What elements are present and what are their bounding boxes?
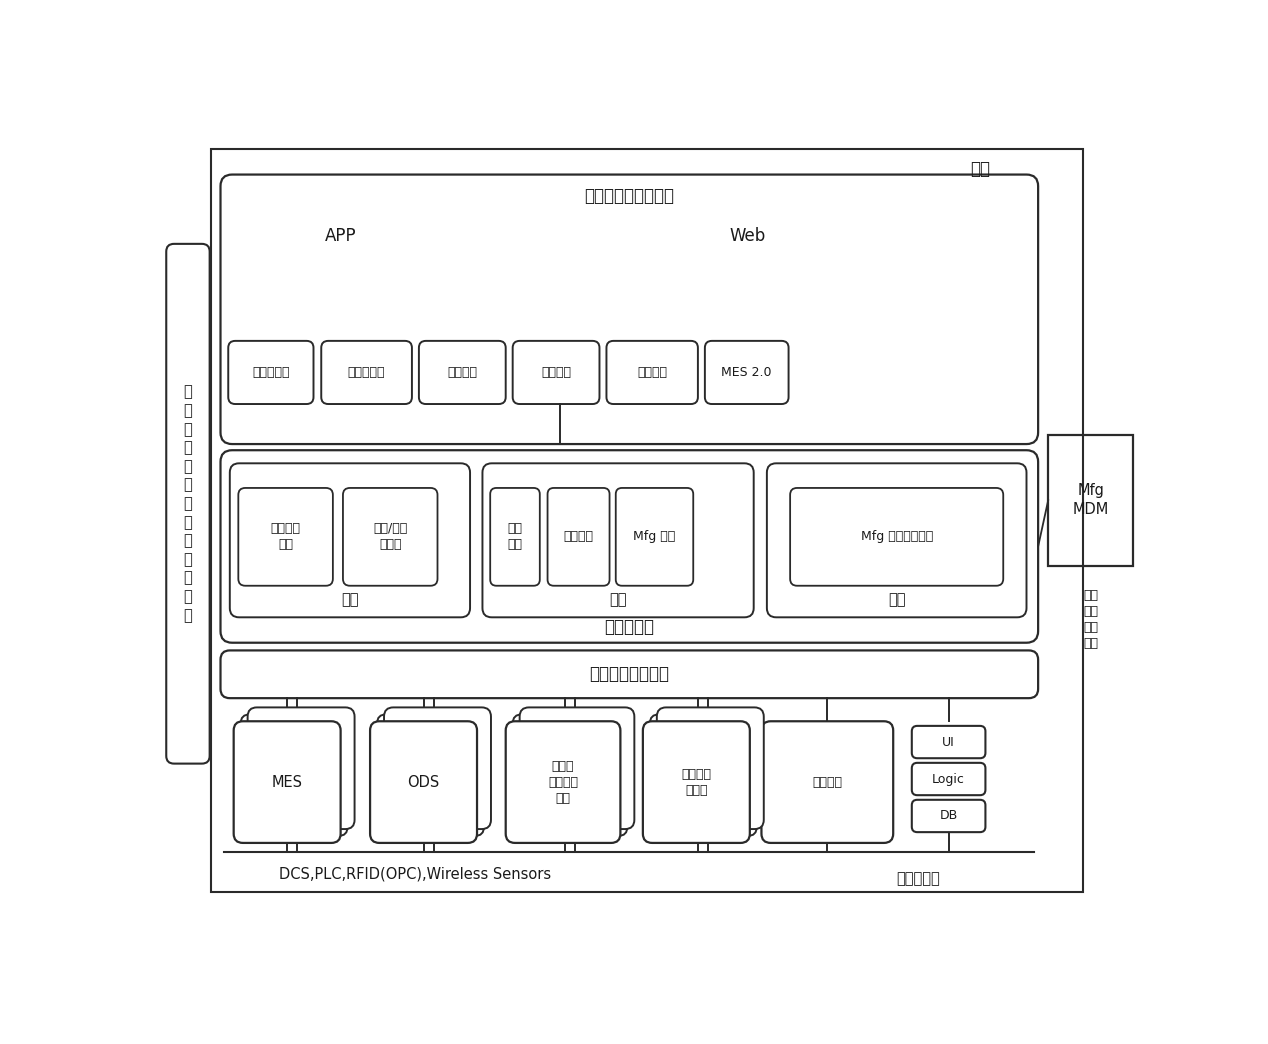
Text: UI: UI [942,736,955,749]
Text: 传输: 传输 [341,592,359,608]
Text: 实验室
信息管理
系统: 实验室 信息管理 系统 [548,760,578,805]
Text: 制造运营服务总线: 制造运营服务总线 [590,665,670,683]
Text: 产品
资产
工艺
企业: 产品 资产 工艺 企业 [1083,589,1098,650]
Text: Logic: Logic [932,773,965,785]
Text: Mfg
MDM: Mfg MDM [1073,483,1110,517]
Text: MES: MES [271,775,303,789]
FancyBboxPatch shape [241,714,347,836]
Text: Mfg 内容: Mfg 内容 [634,530,676,543]
FancyBboxPatch shape [912,763,985,796]
Text: 资产绩效: 资产绩效 [448,366,477,379]
Text: 电子作业
指导书: 电子作业 指导书 [681,767,711,797]
Text: 一次成功率: 一次成功率 [252,366,289,379]
FancyBboxPatch shape [912,800,985,832]
Text: Mfg 服务注册中心: Mfg 服务注册中心 [861,530,933,543]
Bar [212,149,1083,893]
Text: 操作门户: 操作门户 [563,530,593,543]
Text: MES 2.0: MES 2.0 [721,366,772,379]
Text: 服务支持层: 服务支持层 [605,618,654,637]
Text: Web: Web [729,228,766,245]
Text: 业务流程
管理: 业务流程 管理 [270,522,301,551]
Text: 企业应用: 企业应用 [813,776,842,788]
Text: APP: APP [325,228,356,245]
FancyBboxPatch shape [506,721,620,843]
Text: 作战
情报: 作战 情报 [507,522,522,551]
FancyBboxPatch shape [512,714,628,836]
Text: 事件/活动
监视器: 事件/活动 监视器 [373,522,407,551]
Text: DB: DB [940,809,957,823]
Text: 配方配置: 配方配置 [541,366,571,379]
FancyBboxPatch shape [762,721,893,843]
FancyBboxPatch shape [377,714,484,836]
FancyBboxPatch shape [520,708,634,829]
FancyBboxPatch shape [370,721,477,843]
Bar [1049,434,1134,566]
Text: 治理: 治理 [970,160,990,179]
Text: 安全与管理: 安全与管理 [896,872,940,886]
Text: 工
具
例
如
：
制
造
业
的
组
成
环
境: 工 具 例 如 ： 制 造 业 的 组 成 环 境 [184,384,193,623]
Text: 调度优化: 调度优化 [638,366,667,379]
Text: 跟踪与追溯: 跟踪与追溯 [347,366,385,379]
Text: 制造业复合应用程序: 制造业复合应用程序 [585,187,675,205]
Text: 填充: 填充 [610,592,626,608]
Text: ODS: ODS [407,775,440,789]
FancyBboxPatch shape [247,708,355,829]
FancyBboxPatch shape [233,721,341,843]
Text: 管理: 管理 [888,592,905,608]
FancyBboxPatch shape [384,708,491,829]
Text: DCS,PLC,RFID(OPC),Wireless Sensors: DCS,PLC,RFID(OPC),Wireless Sensors [279,867,550,881]
FancyBboxPatch shape [912,726,985,758]
FancyBboxPatch shape [657,708,763,829]
FancyBboxPatch shape [643,721,749,843]
FancyBboxPatch shape [649,714,757,836]
